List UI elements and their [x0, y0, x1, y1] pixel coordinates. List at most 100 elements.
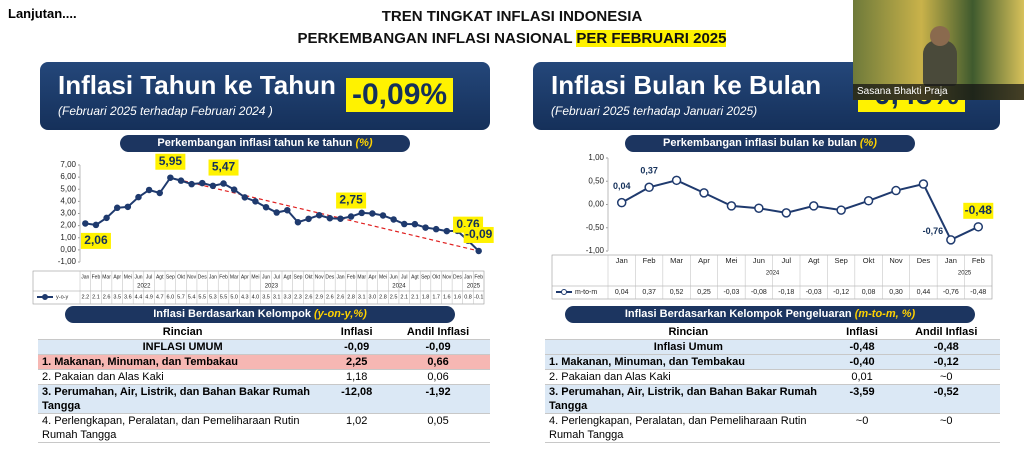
- chart-heading-unit: (%): [859, 137, 877, 149]
- table-cell: -0,48: [892, 339, 1000, 355]
- table-row: 4. Perlengkapan, Peralatan, dan Pemeliha…: [38, 413, 490, 443]
- marker: [644, 182, 654, 193]
- column-header: Inflasi: [831, 325, 893, 340]
- table-value: 3.5: [113, 294, 121, 300]
- table-cell: 1. Makanan, Minuman, dan Tembakau: [545, 354, 832, 370]
- table-cell: -0,09: [386, 339, 490, 355]
- table-wrap: Rincian Inflasi Andil Inflasi INFLASI UMUM -…: [38, 325, 490, 443]
- table-body: INFLASI UMUM -0,09 -0,09 1. Makanan, Minuma…: [38, 339, 490, 443]
- label-box: [155, 153, 186, 170]
- table-cell: 1,02: [327, 413, 387, 443]
- marker: [177, 177, 185, 184]
- x-tick-label: Jun: [134, 274, 142, 280]
- marker: [113, 204, 121, 212]
- table-value: 2.8: [347, 294, 355, 300]
- webcam-caption: Sasana Bhakti Praja: [853, 84, 1024, 100]
- table-row: INFLASI UMUM -0,09 -0,09: [38, 339, 490, 355]
- column-header: Rincian: [38, 325, 328, 340]
- x-tick-label: Jan: [209, 274, 217, 280]
- x-tick-label: Nov: [187, 274, 196, 280]
- table-cell: 0,01: [831, 369, 893, 385]
- data-label: 0,04: [613, 181, 631, 191]
- marker: [946, 235, 956, 245]
- marker: [422, 224, 429, 231]
- table-value: 5.0: [230, 294, 238, 300]
- table-row: 3. Perumahan, Air, Listrik, dan Bahan Ba…: [38, 384, 490, 414]
- table-cell: 0,66: [386, 354, 490, 370]
- continuation: Lanjutan....: [8, 6, 77, 21]
- x-tick-label: Jun: [262, 274, 270, 280]
- marker: [188, 180, 195, 188]
- legend-label: m-to-m: [575, 289, 597, 296]
- column-header: Andil Inflasi: [386, 325, 490, 340]
- marker: [220, 180, 227, 187]
- table-value: 1.8: [422, 294, 430, 300]
- table-cell: 3. Perumahan, Air, Listrik, dan Bahan Ba…: [545, 384, 832, 414]
- table-heading-text: Inflasi Berdasarkan Kelompok: [153, 308, 311, 320]
- label-box: [463, 226, 494, 243]
- data-label: 2,06: [84, 233, 108, 247]
- x-tick-label: Okt: [177, 274, 185, 280]
- marker: [92, 221, 100, 229]
- table-value: 3.5: [262, 294, 270, 300]
- table-cell: -0,40: [831, 354, 893, 370]
- table-cell: 4. Perlengkapan, Peralatan, dan Pemeliha…: [38, 413, 328, 443]
- y-tick-label: 7,00: [60, 160, 76, 169]
- table-value: 2.6: [103, 294, 111, 300]
- series-line: [85, 176, 480, 252]
- y-tick-label: 0,00: [60, 245, 76, 254]
- label-box: [208, 159, 239, 176]
- table-wrap: Rincian Inflasi Andil Inflasi Inflasi Umum -…: [545, 325, 1000, 443]
- title-1: TREN TINGKAT INFLASI INDONESIA: [381, 8, 643, 25]
- marker: [145, 186, 153, 194]
- marker: [337, 215, 344, 222]
- marker: [252, 198, 259, 205]
- x-tick-label: Okt: [863, 256, 876, 265]
- marker: [808, 201, 819, 211]
- table-value: -0,08: [751, 289, 767, 296]
- banner: Inflasi Tahun ke Tahun (Februari 2025 te…: [40, 62, 490, 130]
- person: [923, 40, 957, 86]
- table-value: 1.6: [443, 294, 451, 300]
- x-tick-label: Feb: [643, 256, 656, 265]
- legend-marker: [42, 294, 48, 300]
- y-tick-label: 5,00: [60, 184, 76, 193]
- table-value: 2.5: [390, 294, 398, 300]
- x-tick-label: Des: [453, 274, 462, 280]
- x-tick-label: Mei: [124, 274, 132, 280]
- x-tick-label: Mei: [251, 274, 259, 280]
- table-value: 0,52: [670, 289, 684, 296]
- marker: [358, 209, 365, 217]
- x-tick-label: Nov: [315, 274, 324, 280]
- x-tick-label: Nov: [442, 274, 451, 280]
- data-label: 0,37: [640, 166, 658, 176]
- table-row: Inflasi Umum -0,48 -0,48: [545, 339, 1000, 355]
- table-cell: 2. Pakaian dan Alas Kaki: [38, 369, 328, 385]
- data-label: -0,09: [465, 227, 493, 241]
- marker: [475, 247, 482, 255]
- table-value: 2.1: [411, 294, 419, 300]
- marker: [616, 197, 627, 208]
- marker: [167, 174, 174, 181]
- x-tick-label: Mar: [357, 274, 366, 280]
- x-tick-label: Mei: [379, 274, 387, 280]
- table-cell: 4. Perlengkapan, Peralatan, dan Pemeliha…: [545, 413, 832, 443]
- table-value: 3.1: [273, 294, 281, 300]
- x-tick-label: Nov: [889, 256, 903, 265]
- table-cell: 0,05: [386, 413, 490, 443]
- table-value: -0.1: [474, 294, 483, 300]
- x-tick-label: Jan: [336, 274, 344, 280]
- table-value: 2.6: [326, 294, 334, 300]
- legend-marker: [561, 289, 567, 295]
- marker: [103, 214, 110, 222]
- x-tick-label: Jul: [401, 274, 407, 280]
- webcam: Sasana Bhakti Praja: [853, 0, 1024, 100]
- data-label: 2,75: [339, 193, 363, 207]
- table-heading: Inflasi Berdasarkan Kelompok (y-on-y,%): [65, 306, 455, 323]
- marker: [411, 220, 419, 228]
- column-header: Rincian: [545, 325, 832, 340]
- banner-heading: Inflasi Bulan ke Bulan: [551, 70, 822, 100]
- y-tick-label: 6,00: [60, 172, 76, 181]
- marker: [401, 220, 408, 228]
- table-value: 4.0: [252, 294, 260, 300]
